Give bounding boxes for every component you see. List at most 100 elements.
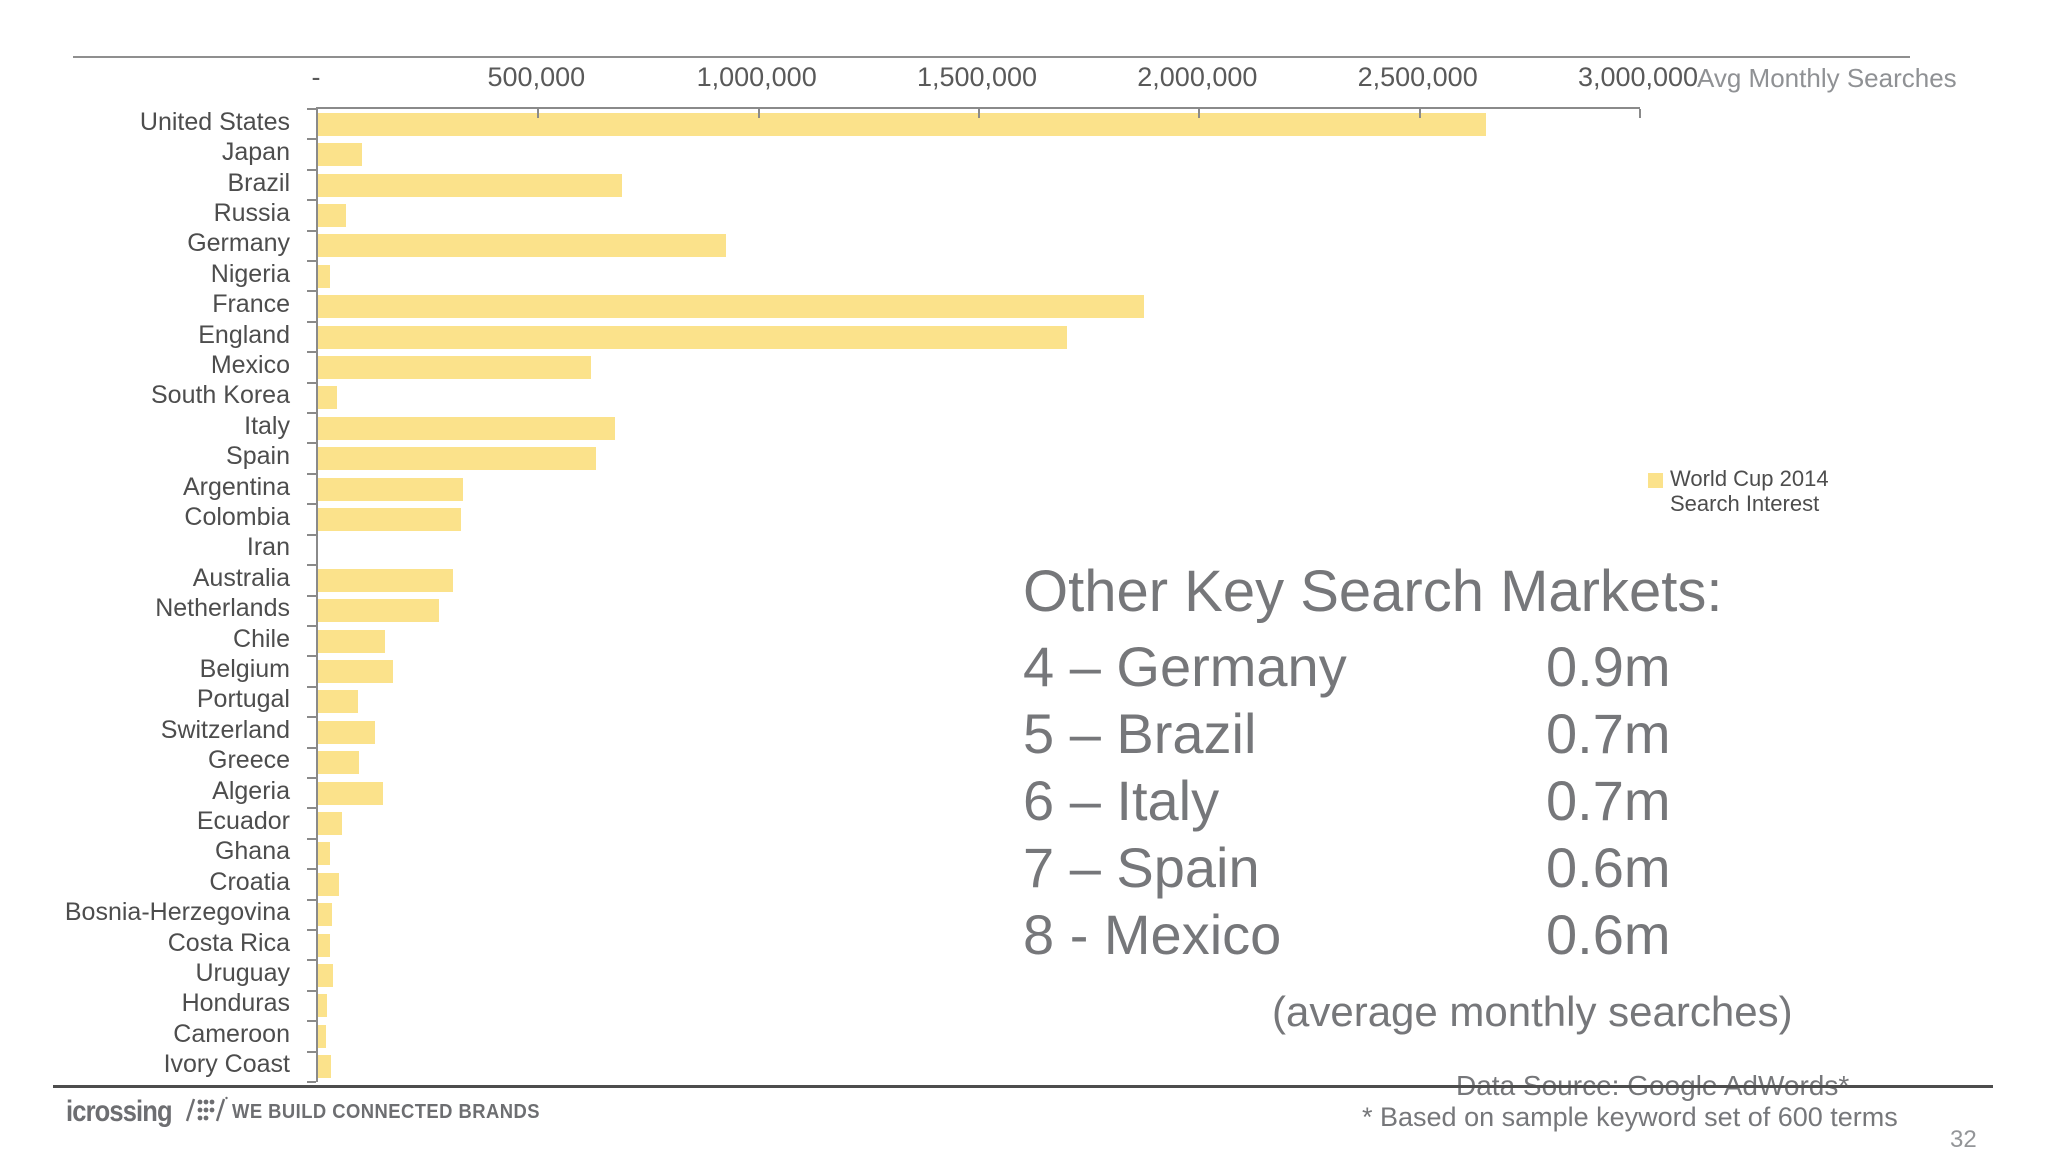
category-label-costa-rica: Costa Rica <box>167 928 290 957</box>
y-axis-tick-mark <box>307 868 316 871</box>
category-label-spain: Spain <box>226 442 290 471</box>
y-axis-tick-mark <box>307 533 316 536</box>
category-label-bosnia-herzegovina: Bosnia-Herzegovina <box>64 898 290 927</box>
chart-row-france <box>318 291 1640 321</box>
key-market-rank-label: 5 – Brazil <box>1023 702 1257 765</box>
bar-croatia <box>318 872 340 896</box>
key-market-rank-label: 6 – Italy <box>1023 769 1220 832</box>
bar-greece <box>318 751 359 775</box>
x-axis-tick-mark <box>537 109 540 118</box>
category-label-south-korea: South Korea <box>151 381 290 410</box>
x-axis-tick-label: 2,500,000 <box>1357 62 1478 92</box>
y-axis-tick-mark <box>307 1050 316 1053</box>
y-axis-tick-mark <box>307 168 316 171</box>
bar-honduras <box>318 994 327 1018</box>
y-axis-tick-mark <box>307 503 316 506</box>
bar-spain <box>318 447 596 471</box>
category-label-japan: Japan <box>221 138 290 167</box>
chart-row-japan <box>318 139 1640 169</box>
x-axis-tick-label: 500,000 <box>487 62 586 92</box>
bar-cameroon <box>318 1024 327 1048</box>
x-axis-tick-mark <box>978 109 980 118</box>
top-divider <box>73 56 1910 58</box>
legend-label: World Cup 2014 Search Interest <box>1670 466 1829 516</box>
chart-row-algeria <box>318 778 1640 808</box>
icrossing-dots-icon <box>180 1094 229 1131</box>
key-market-row: 8 - Mexico 0.6m <box>1023 901 1723 968</box>
chart-row-cameroon <box>318 1021 1640 1051</box>
x-axis-tick-label: 3,000,000 <box>1577 62 1699 92</box>
y-axis-tick-mark <box>307 928 316 931</box>
y-axis-tick-mark <box>307 290 316 293</box>
x-axis-tick-mark <box>1198 109 1201 118</box>
category-label-brazil: Brazil <box>227 168 290 197</box>
bar-germany <box>318 234 726 258</box>
category-label-greece: Greece <box>208 746 290 775</box>
y-axis-tick-mark <box>307 320 316 323</box>
chart-row-germany <box>318 231 1640 261</box>
bar-nigeria <box>318 264 330 288</box>
bar-argentina <box>318 477 464 501</box>
category-label-argentina: Argentina <box>182 472 290 501</box>
y-axis-tick-mark <box>307 412 316 415</box>
chart-row-russia <box>318 200 1640 230</box>
category-label-mexico: Mexico <box>210 350 290 379</box>
category-label-belgium: Belgium <box>199 655 290 684</box>
bar-ghana <box>318 842 331 866</box>
bar-italy <box>318 416 616 440</box>
category-label-netherlands: Netherlands <box>155 594 290 623</box>
y-axis-tick-mark <box>307 776 316 779</box>
chart-row-nigeria <box>318 261 1640 291</box>
page-number: 32 <box>1950 1126 1977 1152</box>
chart-row-ivory-coast <box>318 1052 1640 1082</box>
y-axis-tick-mark <box>307 594 316 597</box>
x-axis-tick-mark <box>757 109 760 118</box>
legend-label-line1: World Cup 2014 <box>1670 466 1829 491</box>
chart-row-england <box>318 322 1640 352</box>
category-label-germany: Germany <box>187 229 290 258</box>
key-market-rank-label: 7 – Spain <box>1023 836 1260 899</box>
bar-russia <box>318 203 346 227</box>
y-axis-tick-mark <box>307 746 316 749</box>
bar-mexico <box>318 355 592 379</box>
chart-row-croatia <box>318 869 1640 899</box>
y-axis-tick-mark <box>307 989 316 992</box>
chart-row-honduras <box>318 991 1640 1021</box>
panel-title: Other Key Search Markets: <box>1023 559 1723 624</box>
x-axis-tick-label: - <box>311 62 321 92</box>
y-axis-tick-mark <box>307 472 316 475</box>
key-market-value: 0.6m <box>1546 836 1671 899</box>
key-market-row: 6 – Italy 0.7m <box>1023 767 1723 834</box>
bar-belgium <box>318 660 393 684</box>
bar-ecuador <box>318 812 342 836</box>
chart-row-costa-rica <box>318 930 1640 960</box>
bar-switzerland <box>318 720 375 744</box>
category-label-honduras: Honduras <box>181 989 290 1018</box>
x-axis-tick-label: 1,500,000 <box>916 62 1038 92</box>
bar-bosnia-herzegovina <box>318 903 333 927</box>
category-label-united-states: United States <box>139 107 290 136</box>
y-axis-tick-mark <box>307 807 316 810</box>
category-label-france: France <box>212 290 290 319</box>
bar-netherlands <box>318 599 440 623</box>
category-label-iran: Iran <box>246 533 290 562</box>
bar-south-korea <box>318 386 337 410</box>
y-axis-tick-mark <box>307 564 316 567</box>
chart-row-belgium <box>318 656 1640 686</box>
x-axis-tick-mark <box>1418 109 1421 118</box>
chart-row-australia <box>318 565 1640 595</box>
footnote: * Based on sample keyword set of 600 ter… <box>1362 1102 1898 1132</box>
chart-row-italy <box>318 413 1640 443</box>
bar-japan <box>318 143 363 167</box>
chart-row-mexico <box>318 352 1640 382</box>
bar-portugal <box>318 690 359 714</box>
category-label-ghana: Ghana <box>214 837 290 866</box>
bar-chile <box>318 629 385 653</box>
chart-row-ecuador <box>318 808 1640 838</box>
key-markets-list: 4 – Germany 0.9m 5 – Brazil 0.7m 6 – Ita… <box>1023 633 1723 968</box>
chart-row-south-korea <box>318 383 1640 413</box>
y-axis-category-labels: United States Japan Brazil Russia Germany Nig… <box>0 107 302 1080</box>
x-axis-tick-label: 2,000,000 <box>1137 62 1258 92</box>
category-label-russia: Russia <box>213 198 290 227</box>
